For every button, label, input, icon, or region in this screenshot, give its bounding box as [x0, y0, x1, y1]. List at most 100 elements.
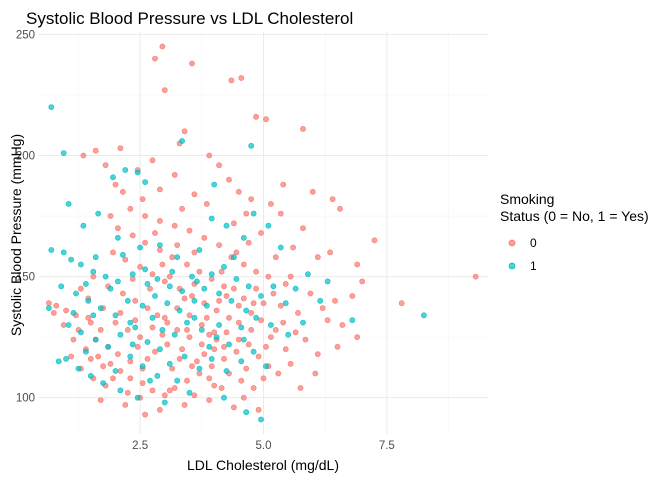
- data-point-smoking-1: [211, 181, 218, 188]
- data-point-smoking-0: [112, 181, 119, 188]
- data-point-smoking-0: [221, 343, 227, 350]
- data-point-smoking-0: [102, 162, 109, 169]
- data-point-smoking-1: [60, 150, 67, 156]
- x-tick-label: 7.5: [379, 440, 395, 452]
- data-point-smoking-1: [203, 302, 210, 309]
- data-point-smoking-0: [68, 353, 74, 360]
- data-point-smoking-1: [253, 314, 259, 321]
- data-point-smoking-0: [159, 331, 166, 338]
- data-point-smoking-0: [70, 336, 77, 343]
- data-point-smoking-1: [65, 322, 72, 328]
- data-point-smoking-1: [285, 331, 292, 338]
- data-point-smoking-0: [120, 290, 126, 297]
- data-point-smoking-0: [181, 128, 188, 135]
- legend-label-0: 0: [530, 236, 537, 250]
- data-point-smoking-0: [230, 404, 237, 411]
- x-axis-title: LDL Cholesterol (mg/dL): [187, 457, 339, 473]
- data-point-smoking-0: [208, 276, 215, 282]
- data-point-smoking-0: [198, 341, 205, 348]
- data-point-smoking-0: [107, 360, 114, 367]
- data-point-smoking-0: [354, 261, 361, 268]
- data-point-smoking-1: [184, 319, 190, 326]
- data-point-smoking-0: [181, 295, 188, 302]
- data-point-smoking-1: [179, 288, 185, 294]
- data-point-smoking-0: [156, 217, 163, 224]
- data-point-smoking-0: [398, 300, 405, 307]
- legend-label-1: 1: [530, 259, 537, 273]
- data-point-smoking-0: [139, 380, 146, 386]
- data-point-smoking-0: [253, 268, 259, 275]
- data-point-smoking-1: [112, 312, 119, 319]
- data-point-smoking-1: [191, 314, 198, 321]
- data-point-smoking-1: [132, 324, 139, 331]
- data-point-smoking-1: [90, 268, 97, 275]
- data-point-smoking-0: [223, 293, 230, 299]
- data-point-smoking-1: [48, 247, 55, 253]
- y-tick-label: 100: [16, 393, 35, 405]
- data-point-smoking-1: [78, 329, 84, 336]
- data-point-smoking-0: [337, 205, 343, 212]
- legend-title-line-1: Smoking: [500, 191, 554, 207]
- data-point-smoking-0: [233, 348, 240, 355]
- data-point-smoking-0: [270, 290, 277, 297]
- data-point-smoking-1: [193, 278, 200, 285]
- data-point-smoking-0: [179, 205, 185, 212]
- data-point-smoking-0: [245, 341, 252, 348]
- data-point-smoking-0: [359, 278, 366, 285]
- data-point-smoking-0: [314, 254, 321, 261]
- data-point-smoking-0: [332, 297, 338, 304]
- data-point-smoking-1: [186, 389, 193, 396]
- data-point-smoking-1: [90, 312, 97, 319]
- data-point-smoking-0: [90, 273, 97, 280]
- data-point-smoking-0: [319, 305, 326, 311]
- data-point-smoking-0: [297, 385, 304, 391]
- data-point-smoking-1: [124, 297, 131, 304]
- data-point-smoking-0: [100, 363, 106, 370]
- data-point-smoking-0: [203, 200, 210, 207]
- data-point-smoking-0: [120, 188, 126, 195]
- data-point-smoking-0: [149, 324, 156, 331]
- data-point-smoking-0: [166, 387, 173, 394]
- data-point-smoking-0: [371, 237, 378, 244]
- data-point-smoking-1: [112, 368, 119, 374]
- data-point-smoking-0: [179, 346, 185, 353]
- data-point-smoking-0: [253, 285, 259, 292]
- data-point-smoking-1: [171, 331, 178, 338]
- data-point-smoking-0: [191, 249, 198, 256]
- data-point-smoking-0: [127, 205, 134, 212]
- data-point-smoking-0: [206, 375, 213, 382]
- data-point-smoking-0: [312, 370, 319, 377]
- data-point-smoking-1: [166, 360, 173, 367]
- data-point-smoking-0: [53, 302, 60, 309]
- data-point-smoking-0: [300, 125, 306, 132]
- data-point-smoking-0: [243, 210, 250, 217]
- data-point-smoking-1: [139, 302, 146, 309]
- data-point-smoking-0: [302, 336, 309, 343]
- data-point-smoking-0: [211, 346, 218, 353]
- data-point-smoking-1: [115, 234, 121, 241]
- data-point-smoking-1: [92, 254, 99, 261]
- data-point-smoking-0: [223, 329, 230, 336]
- data-point-smoking-1: [134, 169, 141, 176]
- data-point-smoking-0: [354, 334, 361, 340]
- data-point-smoking-1: [201, 285, 208, 292]
- data-point-smoking-1: [110, 174, 116, 181]
- x-tick-label: 2.5: [132, 440, 148, 452]
- data-point-smoking-0: [85, 314, 92, 321]
- data-point-smoking-0: [329, 196, 336, 202]
- data-point-smoking-0: [221, 355, 227, 362]
- data-point-smoking-0: [124, 389, 131, 396]
- data-point-smoking-0: [159, 261, 166, 268]
- data-point-smoking-0: [159, 43, 166, 50]
- data-point-smoking-0: [218, 385, 225, 391]
- data-point-smoking-0: [97, 326, 104, 333]
- data-point-smoking-0: [63, 307, 69, 314]
- data-point-smoking-0: [164, 319, 171, 326]
- data-point-smoking-0: [127, 358, 134, 365]
- data-point-smoking-1: [245, 283, 252, 290]
- legend: Smoking Status (0 = No, 1 = Yes) 0 1: [500, 191, 649, 273]
- data-point-smoking-1: [420, 312, 427, 319]
- data-point-smoking-1: [154, 372, 161, 379]
- data-point-smoking-1: [161, 399, 168, 406]
- data-point-smoking-1: [228, 297, 235, 304]
